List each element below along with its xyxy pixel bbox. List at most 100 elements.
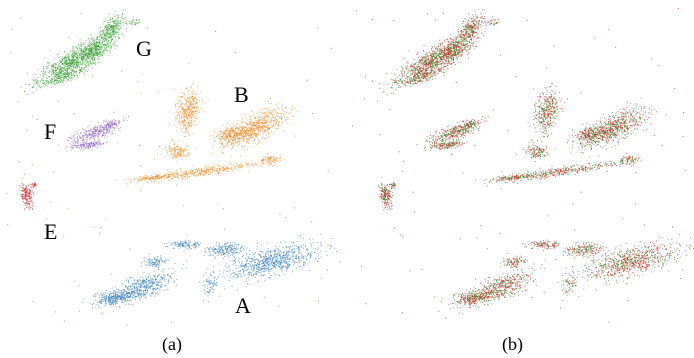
point — [281, 256, 283, 259]
point — [246, 142, 248, 144]
point — [143, 178, 145, 181]
point — [21, 182, 23, 184]
point — [68, 59, 70, 61]
point — [279, 154, 282, 156]
point — [116, 25, 118, 27]
point — [290, 251, 292, 253]
point — [218, 171, 220, 173]
point — [205, 102, 207, 104]
point — [287, 263, 289, 265]
point — [31, 204, 34, 206]
point — [22, 187, 25, 189]
point — [37, 83, 40, 85]
point — [52, 70, 54, 72]
point — [139, 21, 141, 24]
point — [185, 128, 187, 130]
point — [213, 137, 216, 139]
point — [275, 158, 277, 160]
point — [90, 134, 92, 136]
point — [185, 115, 188, 117]
point — [250, 164, 252, 166]
point — [24, 188, 26, 190]
point — [96, 51, 98, 53]
point — [106, 135, 108, 137]
point — [79, 50, 82, 52]
point — [100, 48, 102, 50]
point — [114, 32, 117, 34]
point — [260, 164, 262, 166]
point — [90, 136, 92, 138]
point — [99, 54, 101, 56]
point — [44, 80, 46, 82]
point — [247, 283, 249, 285]
point — [295, 108, 297, 110]
point — [299, 260, 301, 262]
point — [182, 123, 184, 125]
point — [48, 81, 50, 83]
point — [73, 76, 75, 78]
point — [78, 47, 80, 50]
point — [73, 46, 75, 48]
point — [80, 45, 82, 48]
point — [253, 129, 255, 131]
point — [247, 163, 250, 165]
point — [117, 21, 119, 23]
point — [104, 135, 106, 137]
point — [109, 32, 111, 34]
point — [100, 41, 102, 44]
point — [127, 185, 129, 187]
point — [93, 62, 96, 64]
point — [263, 113, 265, 115]
point — [279, 158, 281, 160]
point — [89, 54, 92, 56]
point — [94, 44, 97, 46]
point — [86, 48, 88, 51]
point — [109, 125, 111, 127]
point — [212, 170, 214, 172]
point — [50, 79, 53, 81]
point — [187, 114, 190, 116]
point — [99, 131, 101, 133]
point — [194, 118, 196, 120]
point — [247, 131, 250, 133]
point — [185, 99, 187, 101]
point — [232, 147, 234, 149]
point — [96, 147, 98, 149]
point — [81, 57, 83, 59]
point — [265, 116, 267, 118]
point — [180, 125, 182, 127]
point — [71, 55, 73, 57]
point — [276, 121, 278, 123]
point — [71, 74, 73, 76]
point — [130, 182, 132, 184]
point — [187, 104, 189, 106]
point — [235, 273, 237, 275]
point — [190, 97, 192, 99]
point — [100, 143, 102, 146]
point — [254, 128, 256, 130]
point — [262, 137, 264, 139]
point — [58, 68, 60, 71]
point — [182, 150, 184, 152]
point — [43, 70, 45, 73]
point — [78, 53, 81, 55]
point — [235, 126, 238, 128]
point — [242, 272, 245, 274]
point — [191, 107, 193, 109]
point — [149, 176, 151, 178]
point — [93, 134, 95, 136]
point — [128, 22, 130, 24]
point — [234, 138, 236, 140]
point — [62, 81, 64, 83]
point — [81, 67, 83, 69]
point — [103, 136, 105, 138]
point — [256, 115, 258, 117]
point — [64, 75, 66, 77]
point — [91, 50, 93, 52]
point — [226, 127, 228, 129]
point — [240, 163, 242, 165]
point — [25, 199, 27, 201]
point — [297, 248, 299, 251]
point — [225, 143, 227, 145]
point — [72, 65, 74, 67]
